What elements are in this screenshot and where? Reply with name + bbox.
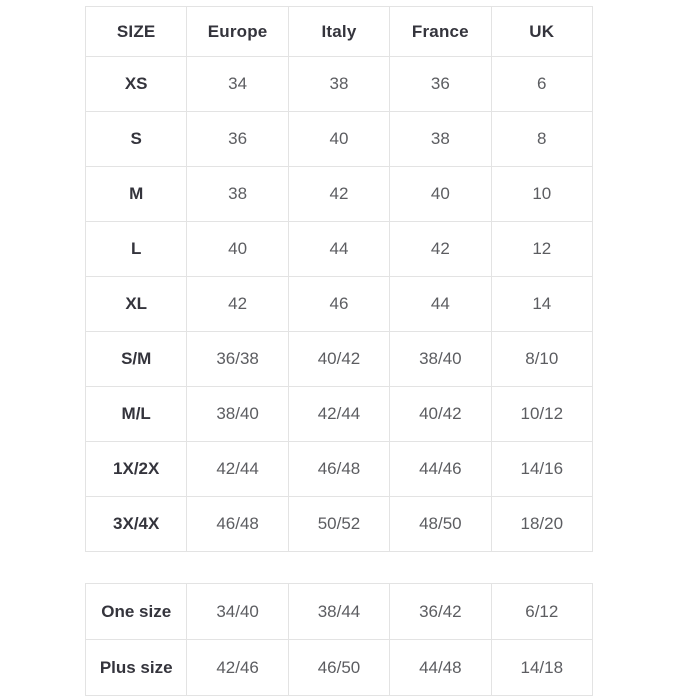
- cell-italy: 44: [287, 221, 391, 277]
- cell-italy: 38: [287, 56, 391, 112]
- table-row: S 36 40 38 8: [84, 111, 594, 167]
- cell-europe: 42/46: [186, 639, 289, 696]
- cell-uk: 8/10: [490, 331, 594, 387]
- table-row: M 38 42 40 10: [84, 166, 594, 222]
- cell-france: 36: [389, 56, 492, 112]
- cell-italy: 40: [287, 111, 391, 167]
- cell-italy: 46/48: [287, 441, 391, 497]
- row-label-l: L: [84, 221, 188, 277]
- row-label-xs: XS: [84, 56, 188, 112]
- cell-france: 42: [389, 221, 492, 277]
- table-row: 1X/2X 42/44 46/48 44/46 14/16: [84, 441, 594, 497]
- header-row: SIZE Europe Italy France UK: [84, 6, 594, 57]
- special-sizes-body: One size 34/40 38/44 36/42 6/12 Plus siz…: [84, 583, 594, 696]
- cell-uk: 18/20: [490, 496, 594, 552]
- row-label-1x-2x: 1X/2X: [84, 441, 188, 497]
- table-row: Plus size 42/46 46/50 44/48 14/18: [84, 639, 594, 696]
- table-row: L 40 44 42 12: [84, 221, 594, 277]
- table-row: One size 34/40 38/44 36/42 6/12: [84, 583, 594, 640]
- cell-france: 44: [389, 276, 492, 332]
- cell-uk: 14/16: [490, 441, 594, 497]
- table-row: S/M 36/38 40/42 38/40 8/10: [84, 331, 594, 387]
- cell-france: 40/42: [389, 386, 492, 442]
- cell-europe: 40: [186, 221, 289, 277]
- cell-italy: 40/42: [287, 331, 391, 387]
- cell-europe: 42/44: [186, 441, 289, 497]
- size-table-header: SIZE Europe Italy France UK: [84, 6, 594, 57]
- cell-europe: 36/38: [186, 331, 289, 387]
- column-header-uk: UK: [490, 6, 594, 57]
- cell-uk: 8: [490, 111, 594, 167]
- cell-france: 48/50: [389, 496, 492, 552]
- table-row: 3X/4X 46/48 50/52 48/50 18/20: [84, 496, 594, 552]
- cell-italy: 50/52: [287, 496, 391, 552]
- cell-europe: 38/40: [186, 386, 289, 442]
- row-label-m: M: [84, 166, 188, 222]
- row-label-xl: XL: [84, 276, 188, 332]
- cell-france: 38/40: [389, 331, 492, 387]
- column-header-europe: Europe: [186, 6, 289, 57]
- cell-italy: 46/50: [287, 639, 391, 696]
- column-header-france: France: [389, 6, 492, 57]
- cell-italy: 38/44: [287, 583, 391, 640]
- cell-france: 44/48: [389, 639, 492, 696]
- cell-italy: 46: [287, 276, 391, 332]
- cell-uk: 14/18: [490, 639, 594, 696]
- cell-europe: 34: [186, 56, 289, 112]
- cell-europe: 38: [186, 166, 289, 222]
- cell-europe: 36: [186, 111, 289, 167]
- row-label-s-m: S/M: [84, 331, 188, 387]
- cell-france: 40: [389, 166, 492, 222]
- cell-france: 44/46: [389, 441, 492, 497]
- cell-uk: 6/12: [490, 583, 594, 640]
- cell-italy: 42/44: [287, 386, 391, 442]
- column-header-italy: Italy: [287, 6, 391, 57]
- row-label-one-size: One size: [84, 583, 188, 640]
- row-label-3x-4x: 3X/4X: [84, 496, 188, 552]
- cell-france: 38: [389, 111, 492, 167]
- cell-uk: 12: [490, 221, 594, 277]
- cell-uk: 10/12: [490, 386, 594, 442]
- table-row: M/L 38/40 42/44 40/42 10/12: [84, 386, 594, 442]
- cell-france: 36/42: [389, 583, 492, 640]
- table-row: XS 34 38 36 6: [84, 56, 594, 112]
- special-sizes-table: One size 34/40 38/44 36/42 6/12 Plus siz…: [84, 583, 594, 696]
- cell-uk: 6: [490, 56, 594, 112]
- cell-uk: 10: [490, 166, 594, 222]
- cell-uk: 14: [490, 276, 594, 332]
- cell-europe: 42: [186, 276, 289, 332]
- table-row: XL 42 46 44 14: [84, 276, 594, 332]
- cell-europe: 34/40: [186, 583, 289, 640]
- row-label-plus-size: Plus size: [84, 639, 188, 696]
- size-table-body: XS 34 38 36 6 S 36 40 38 8 M 38 42 40 10: [84, 56, 594, 552]
- row-label-m-l: M/L: [84, 386, 188, 442]
- size-conversion-table: SIZE Europe Italy France UK XS 34 38 36 …: [84, 6, 594, 552]
- cell-italy: 42: [287, 166, 391, 222]
- cell-europe: 46/48: [186, 496, 289, 552]
- row-label-s: S: [84, 111, 188, 167]
- column-header-size: SIZE: [84, 6, 188, 57]
